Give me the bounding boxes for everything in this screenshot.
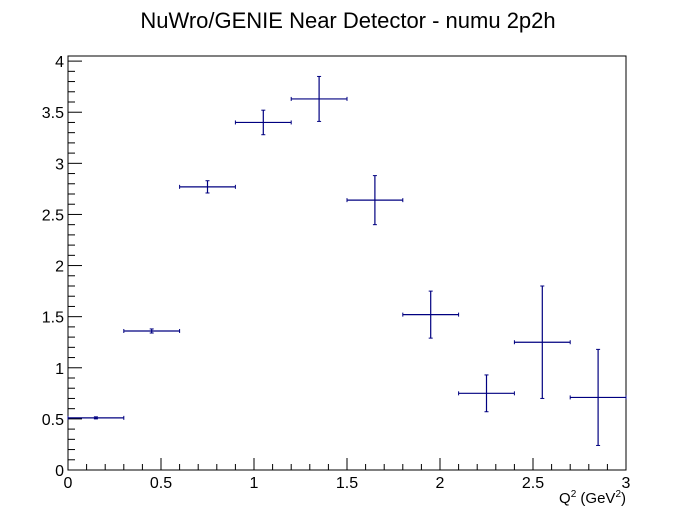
x-axis: 0 0.5 1 1.5 2 2.5 3	[64, 458, 631, 492]
y-tick-label: 0.5	[42, 412, 64, 429]
y-tick-label: 0	[55, 463, 64, 480]
x-axis-label-base: Q	[559, 490, 571, 507]
data-point	[458, 374, 515, 413]
data-points	[67, 75, 627, 446]
chart-title: NuWro/GENIE Near Detector - numu 2p2h	[140, 8, 555, 33]
y-tick-label: 2	[55, 259, 64, 276]
x-tick-label: 2	[436, 475, 445, 492]
x-axis-label: Q2 (GeV2)	[559, 489, 626, 507]
data-point	[179, 180, 236, 194]
x-tick-label: 2.5	[522, 475, 544, 492]
y-tick-label: 4	[55, 54, 64, 71]
x-axis-label-unit-sup: 2	[615, 489, 621, 500]
x-axis-label-unit-close: )	[621, 490, 626, 507]
x-tick-label: 1	[250, 475, 259, 492]
x-tick-label: 1.5	[336, 475, 358, 492]
y-tick-label: 2.5	[42, 207, 64, 224]
y-axis: 0 0.5 1 1.5 2 2.5 3 3.5 4	[42, 54, 82, 480]
x-tick-label: 0	[64, 475, 73, 492]
data-point	[290, 75, 348, 122]
data-point	[234, 109, 292, 136]
y-tick-label: 3.5	[42, 105, 64, 122]
data-point	[569, 348, 627, 446]
data-point	[513, 285, 571, 399]
data-point	[346, 175, 404, 226]
x-tick-label: 3	[622, 475, 631, 492]
data-point	[67, 415, 125, 420]
y-tick-label: 3	[55, 156, 64, 173]
y-tick-label: 1.5	[42, 310, 64, 327]
x-axis-label-sup: 2	[571, 489, 577, 500]
y-tick-label: 1	[55, 361, 64, 378]
x-tick-label: 0.5	[150, 475, 172, 492]
x-axis-label-unit-open: (GeV	[576, 490, 615, 507]
data-point	[123, 328, 181, 334]
data-point	[402, 290, 460, 339]
